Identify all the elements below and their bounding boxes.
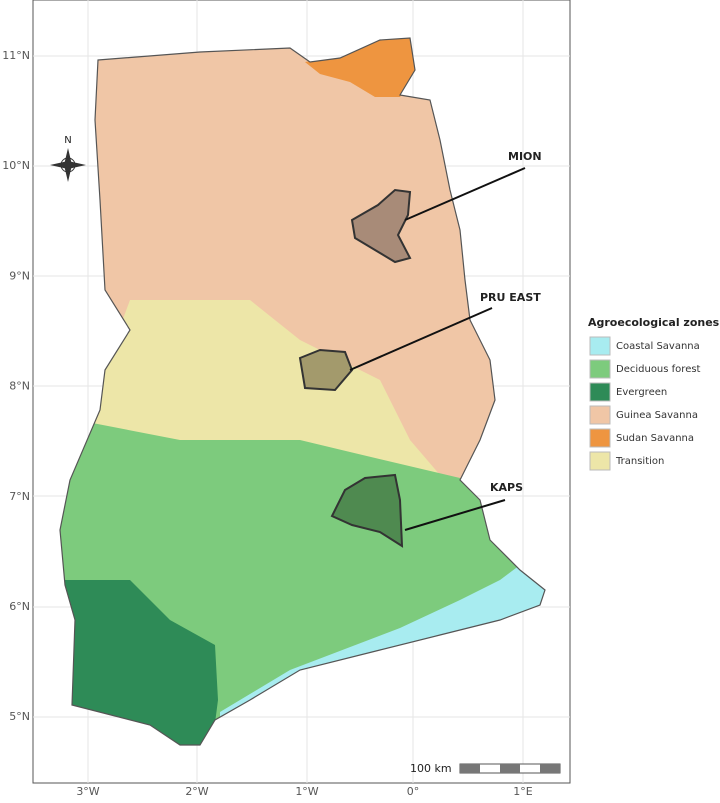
- district-label: MION: [508, 150, 542, 163]
- legend-swatch: [589, 405, 611, 425]
- legend-label: Evergreen: [616, 387, 667, 398]
- legend-swatch: [589, 451, 611, 471]
- legend-swatch: [589, 336, 611, 356]
- lat-label: 5°N: [9, 710, 30, 723]
- lat-label: 11°N: [2, 49, 30, 62]
- legend: Agroecological zones Coastal Savanna Deci…: [588, 316, 720, 471]
- legend-label: Sudan Savanna: [616, 433, 694, 444]
- district-kaps: [330, 473, 404, 548]
- lon-labels: 3°W 2°W 1°W 0° 1°E: [76, 785, 532, 798]
- scale-label: 100 km: [410, 762, 452, 775]
- compass: N: [50, 135, 86, 182]
- scale-bar: 100 km: [410, 762, 561, 775]
- evergreen: [60, 580, 218, 745]
- country-outline: [59, 37, 546, 746]
- district-mion: [350, 188, 412, 264]
- legend-swatch: [589, 382, 611, 402]
- lon-label: 2°W: [185, 785, 208, 798]
- transition: [95, 300, 440, 475]
- lat-label: 6°N: [9, 600, 30, 613]
- legend-label: Guinea Savanna: [616, 410, 698, 421]
- legend-swatch: [589, 428, 611, 448]
- legend-label: Deciduous forest: [616, 364, 701, 375]
- lat-label: 8°N: [9, 380, 30, 393]
- lat-label: 10°N: [2, 159, 30, 172]
- lon-label: 1°E: [513, 785, 532, 798]
- lat-label: 9°N: [9, 269, 30, 282]
- lat-label: 7°N: [9, 490, 30, 503]
- legend-swatch: [589, 359, 611, 379]
- legend-label: Transition: [615, 456, 664, 467]
- sudan-savanna: [305, 38, 418, 97]
- lon-label: 3°W: [76, 785, 99, 798]
- lon-label: 0°: [407, 785, 420, 798]
- legend-label: Coastal Savanna: [616, 341, 700, 352]
- pointer-arrows: [349, 167, 526, 531]
- legend-title: Agroecological zones: [588, 316, 720, 329]
- district-label: KAPS: [490, 481, 523, 494]
- compass-label: N: [64, 135, 71, 146]
- district-label: PRU EAST: [480, 291, 541, 304]
- lon-label: 1°W: [295, 785, 318, 798]
- lat-labels: 11°N 10°N 9°N 8°N 7°N 6°N 5°N: [2, 49, 30, 723]
